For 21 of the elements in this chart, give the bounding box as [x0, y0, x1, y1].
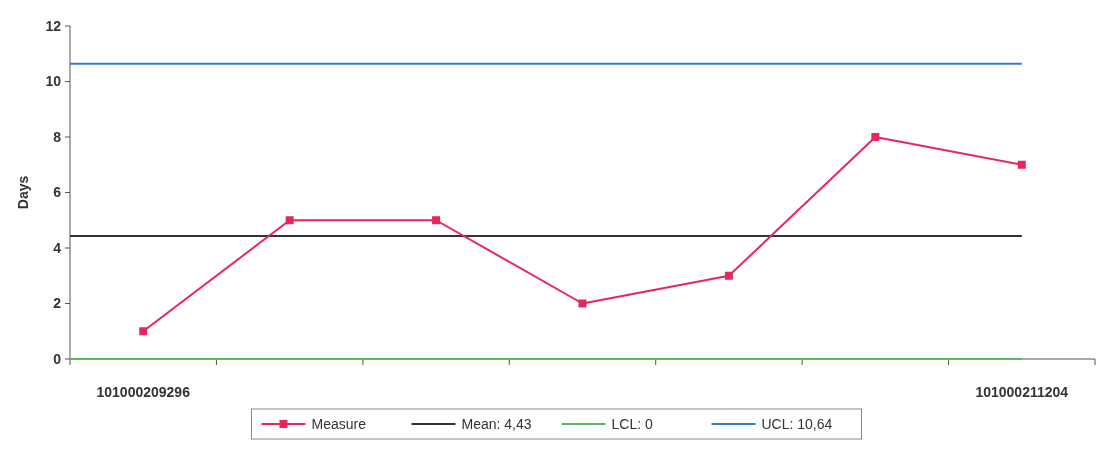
legend-label: LCL: 0: [611, 415, 653, 432]
point: [724, 271, 733, 280]
x-tick-label: 101000209296: [96, 384, 191, 400]
x-tick-label: 101000211204: [975, 384, 1069, 400]
point: [578, 299, 587, 308]
y-tick-label: 6: [53, 184, 62, 201]
y-tick-label: 12: [45, 17, 62, 34]
y-tick-label: 10: [45, 73, 62, 90]
y-tick-label: 2: [53, 295, 62, 312]
point: [871, 133, 880, 141]
y-tick-label: 0: [53, 350, 62, 367]
legend-label: Measure: [311, 415, 367, 432]
point: [285, 216, 294, 225]
y-axis-title: Days: [15, 175, 31, 210]
y-tick-label: 8: [53, 128, 62, 145]
point: [432, 216, 441, 225]
y-tick-label: 4: [53, 239, 62, 256]
point: [139, 327, 148, 336]
legend-label: Mean: 4,43: [461, 415, 532, 432]
legend-label: UCL: 10,64: [761, 415, 833, 432]
point: [1017, 160, 1026, 169]
